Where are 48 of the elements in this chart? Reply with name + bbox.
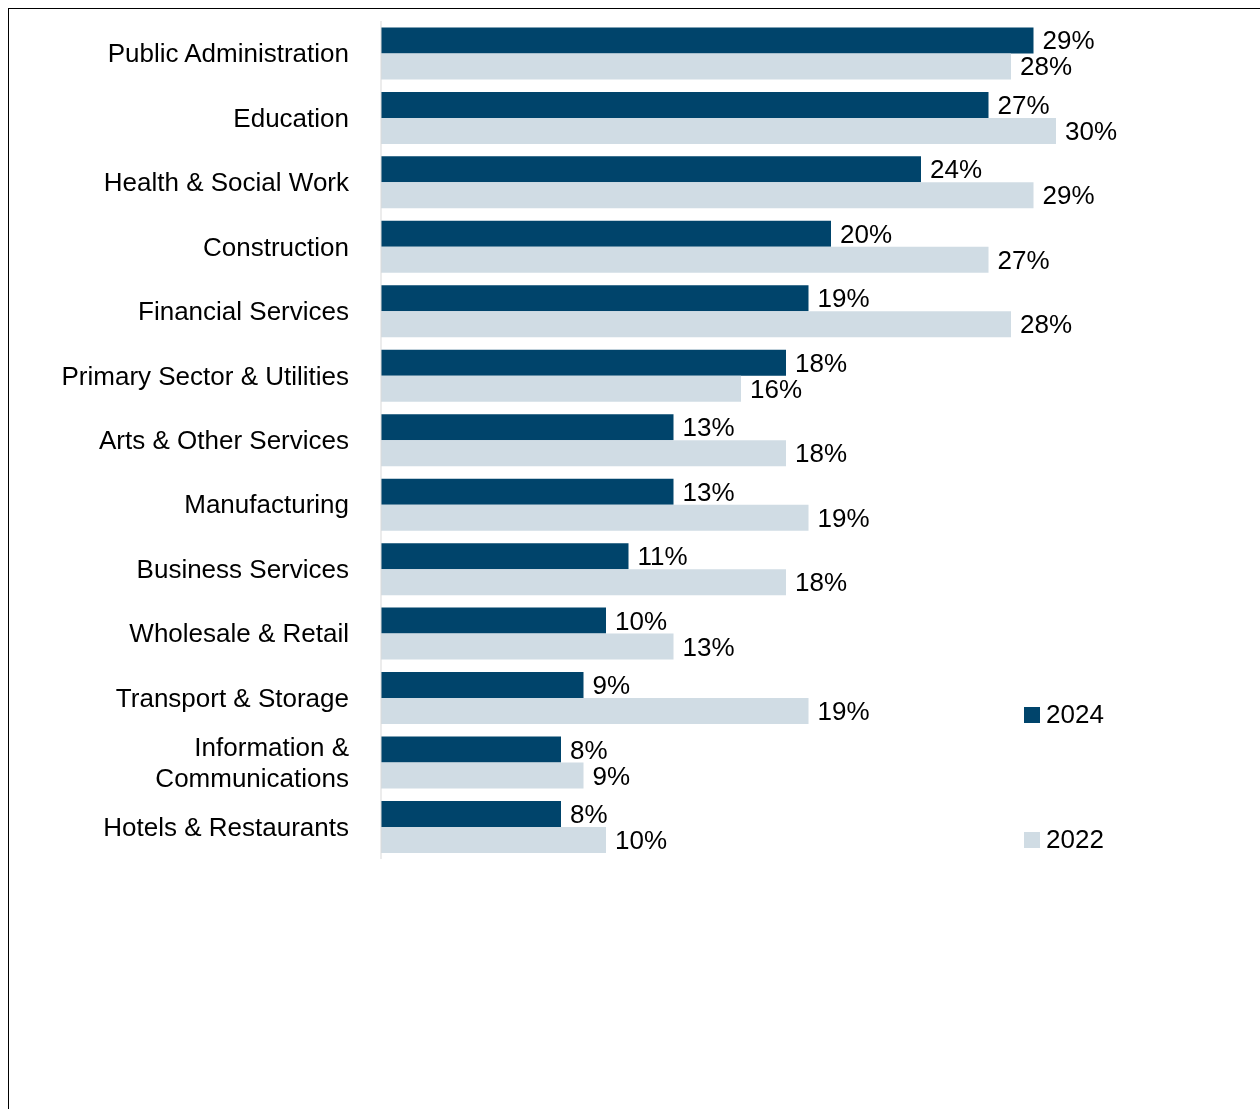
data-label: 20% (840, 218, 893, 249)
bar (381, 800, 561, 827)
y-tick-label: Construction (203, 231, 349, 262)
data-label: 10% (615, 824, 668, 855)
data-label: 19% (817, 502, 870, 533)
data-label: 28% (1020, 309, 1073, 340)
bar (381, 672, 584, 699)
bar (381, 607, 606, 634)
data-label: 27% (997, 244, 1050, 275)
data-label: 30% (1065, 115, 1118, 146)
y-tick-label: Manufacturing (184, 489, 349, 520)
y-tick-label: Information & Communications (155, 731, 349, 793)
y-tick-label: Financial Services (138, 296, 349, 327)
y-tick-label: Education (233, 102, 349, 133)
data-label: 13% (682, 412, 735, 443)
bar (381, 27, 1034, 54)
y-tick-label: Health & Social Work (103, 167, 350, 198)
y-tick-label: Business Services (136, 553, 349, 584)
bar (381, 285, 809, 312)
data-label: 19% (817, 696, 870, 727)
data-label: 24% (930, 154, 983, 185)
data-label: 9% (592, 670, 631, 701)
y-tick-label: Arts & Other Services (99, 425, 349, 455)
bar (381, 91, 989, 118)
bar (381, 349, 786, 376)
data-label: 29% (1042, 180, 1095, 211)
data-label: 18% (795, 567, 848, 598)
bar (381, 220, 831, 247)
legend-label: 2022 (1046, 824, 1104, 855)
bar (381, 543, 629, 570)
data-label: 8% (570, 798, 608, 829)
y-tick-label: Transport & Storage (115, 682, 349, 713)
data-label: 10% (615, 605, 668, 636)
y-tick-label: Wholesale & Retail (129, 618, 349, 649)
bar (381, 156, 921, 183)
y-tick-label: Public Administration (107, 38, 349, 69)
bar (381, 478, 674, 505)
bar (381, 414, 674, 441)
legend-label: 2024 (1046, 699, 1104, 730)
data-label: 19% (817, 283, 870, 314)
data-label: 13% (682, 631, 735, 662)
data-label: 27% (997, 89, 1050, 120)
data-label: 11% (637, 541, 688, 572)
y-tick-label: Primary Sector & Utilities (61, 360, 349, 391)
y-tick-label: Hotels & Restaurants (103, 811, 349, 842)
data-label: 13% (682, 476, 735, 507)
data-label: 18% (795, 438, 848, 469)
bar (381, 736, 561, 763)
